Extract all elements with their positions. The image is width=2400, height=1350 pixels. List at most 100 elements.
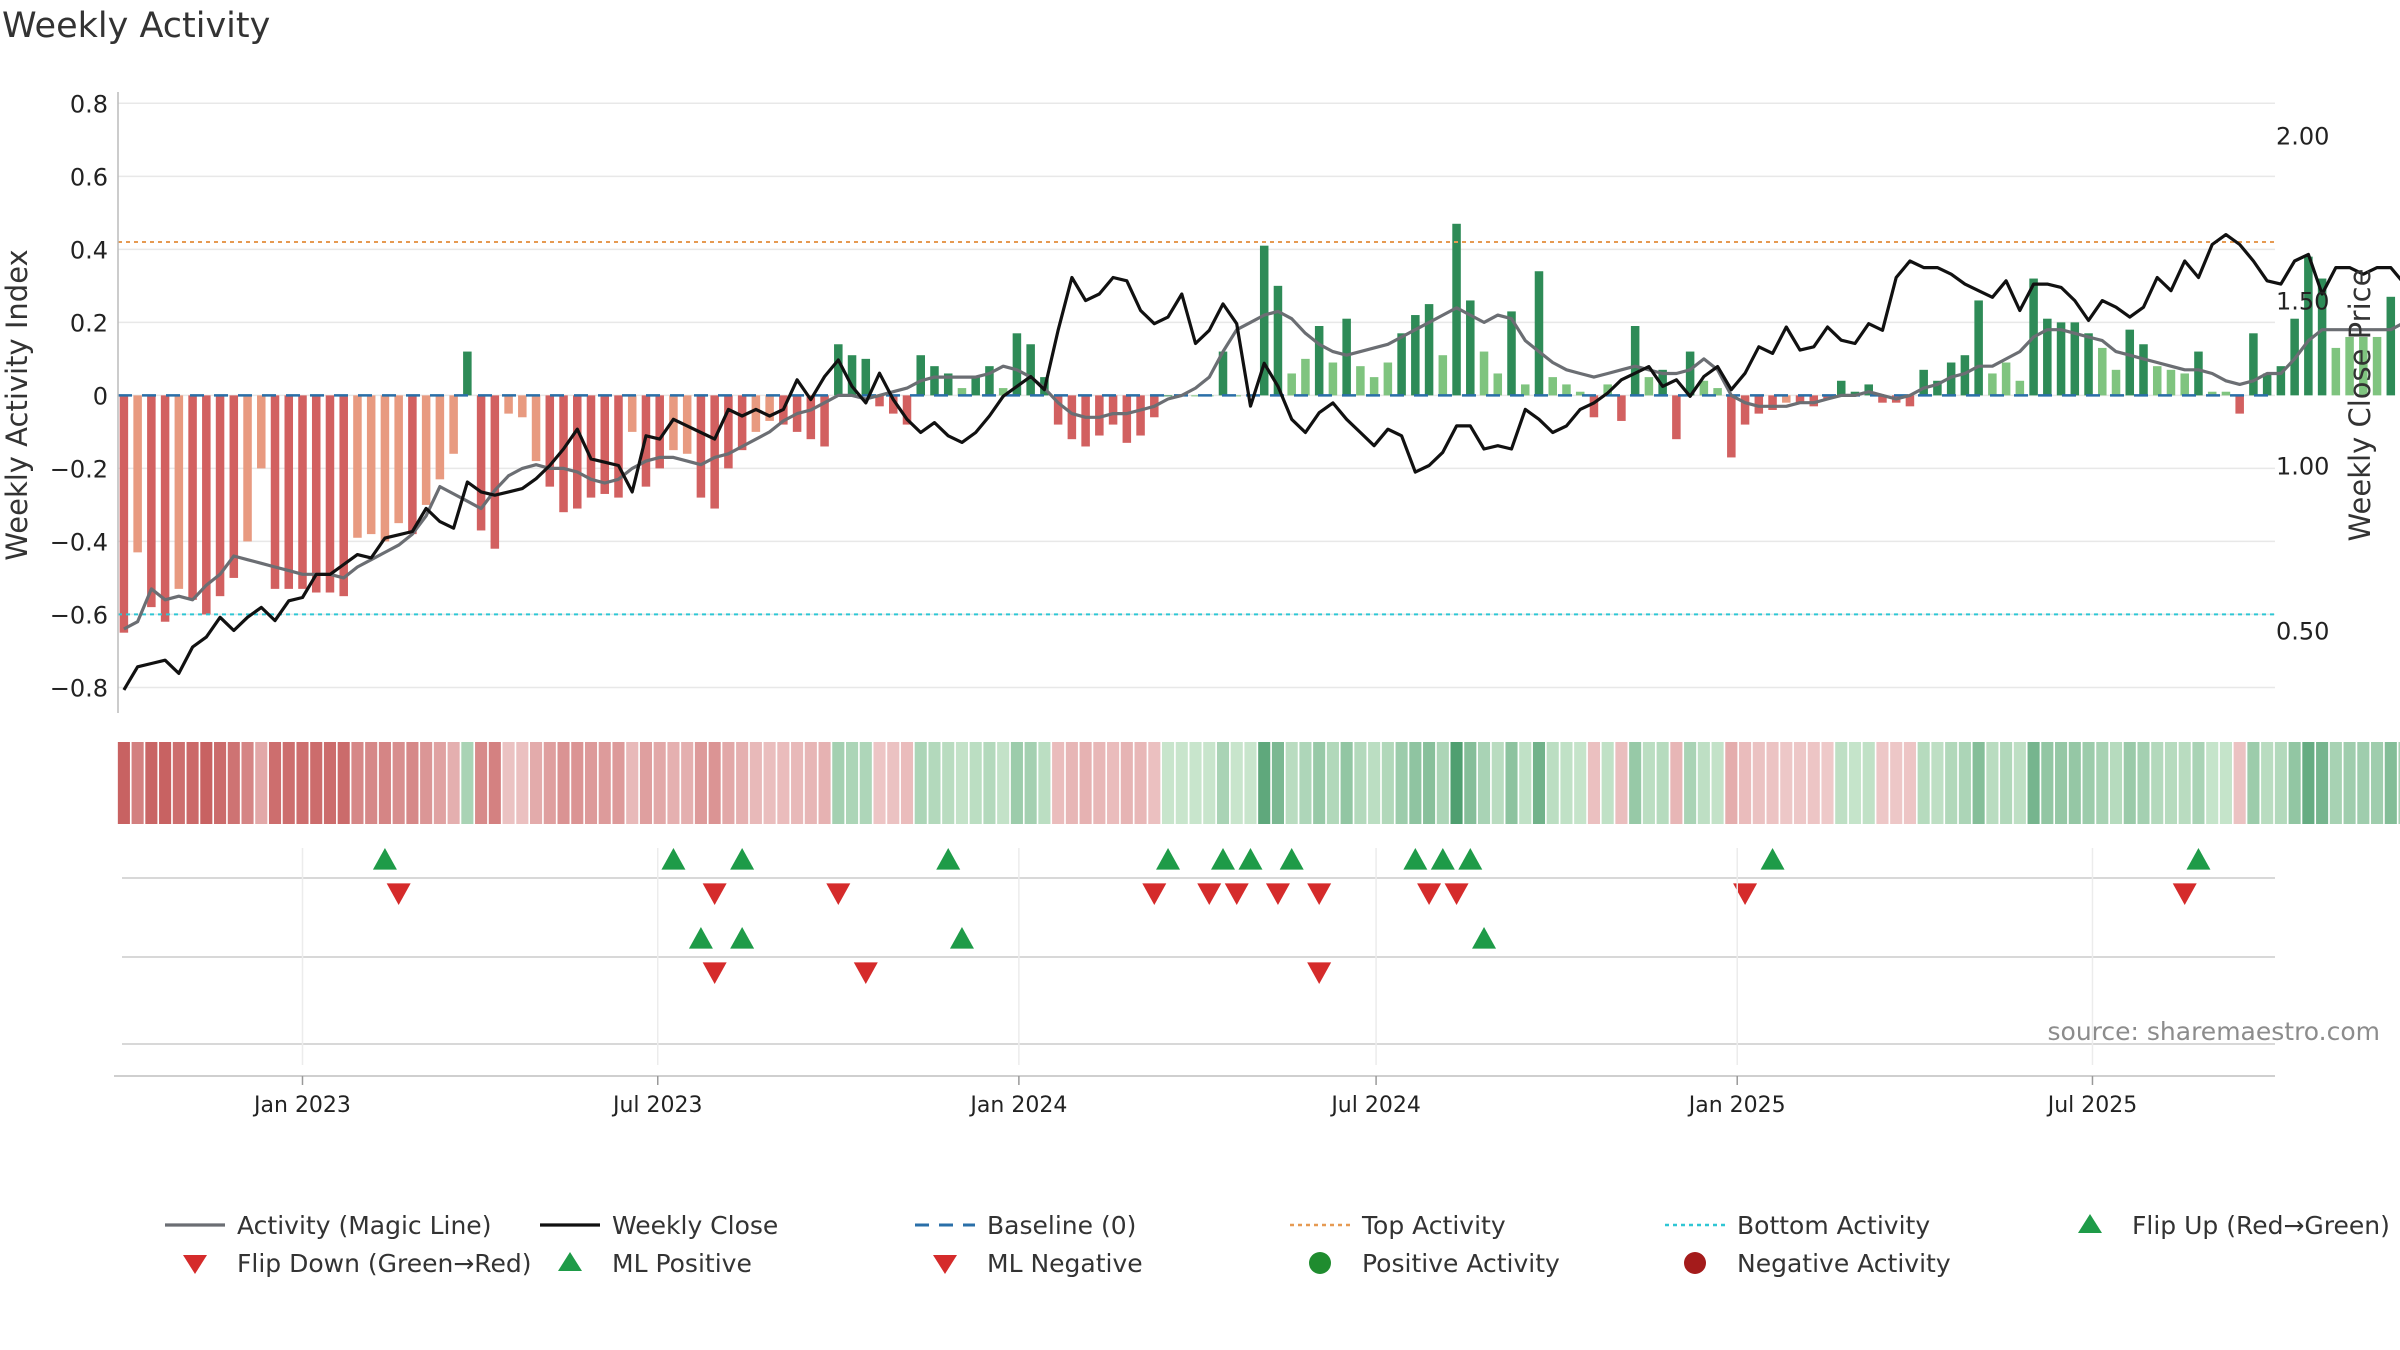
activity-bar	[2001, 362, 2011, 396]
activity-bar	[243, 395, 252, 542]
y-tick-label: −0.2	[50, 455, 108, 483]
activity-bar	[1878, 395, 1887, 403]
activity-bar	[1232, 395, 1241, 397]
heat-cell	[1120, 742, 1133, 824]
legend-item: Positive Activity	[1309, 1249, 1560, 1278]
activity-bar	[1342, 318, 1351, 396]
ml-positive-marker	[949, 927, 974, 949]
heat-cell	[1216, 742, 1230, 824]
y-axis-label: Weekly Activity Index	[0, 249, 34, 560]
activity-bar	[2098, 347, 2107, 396]
activity-bar	[1273, 285, 1283, 396]
heat-cell	[2000, 742, 2013, 824]
heat-cell	[1065, 742, 1078, 824]
heat-cell	[117, 742, 130, 824]
heat-cell	[1505, 742, 1518, 824]
heat-cell	[1766, 742, 1779, 824]
heat-cell	[1354, 742, 1367, 824]
activity-bar	[147, 395, 156, 608]
activity-bar	[1754, 395, 1764, 414]
activity-bar	[1850, 391, 1860, 396]
x-tick-label: Jan 2023	[252, 1093, 351, 1118]
activity-bar	[2166, 369, 2176, 396]
flip-down-marker	[2172, 883, 2197, 905]
heat-cell	[159, 742, 172, 824]
heat-cell	[1423, 742, 1436, 824]
axes: 0.8 0.6 0.4 0.2 0 −0.2 −0.4 −0.6 −0.8 2.00 1.50 1.0…	[0, 90, 2377, 713]
heat-cell	[1148, 742, 1161, 824]
activity-bar	[573, 395, 582, 509]
activity-bar	[2276, 366, 2286, 396]
flip-down-marker	[1733, 883, 1758, 905]
activity-bar	[1795, 395, 1805, 403]
activity-bar	[1163, 395, 1173, 397]
heat-cell	[1491, 742, 1504, 824]
activity-bar	[1617, 395, 1626, 421]
flip-up-marker	[2186, 848, 2211, 870]
legend-item: ML Positive	[558, 1249, 752, 1278]
heat-cell	[942, 742, 955, 824]
heat-cell	[461, 742, 474, 824]
heat-cell	[557, 742, 570, 824]
heat-cell	[241, 742, 254, 824]
flip-down-marker	[702, 883, 727, 905]
heat-cell	[2329, 742, 2342, 824]
activity-bar	[2386, 296, 2396, 396]
heat-cell	[873, 742, 886, 824]
activity-bar	[1713, 388, 1722, 396]
heat-cell	[1175, 742, 1188, 824]
heat-cell	[1972, 742, 1985, 824]
heat-cell	[1024, 742, 1037, 824]
heat-cell	[1739, 742, 1752, 824]
activity-bar	[215, 395, 225, 597]
heat-cell	[2164, 742, 2178, 824]
heat-cell	[337, 742, 350, 824]
heat-cell	[516, 742, 529, 824]
legend-swatch-triangle-up	[558, 1252, 582, 1271]
activity-bar	[270, 395, 280, 589]
heat-cell	[846, 742, 859, 824]
grid-lines	[118, 102, 2275, 689]
activity-bar	[2235, 395, 2244, 414]
activity-bar	[765, 395, 774, 421]
heat-cell	[1574, 742, 1587, 824]
ml-negative-marker	[1307, 962, 1332, 984]
y2-axis-label: Weekly Close Price	[2343, 269, 2377, 542]
activity-bar	[710, 395, 719, 509]
activity-bar	[394, 395, 403, 524]
flip-up-marker	[1760, 848, 1785, 870]
activity-bar	[380, 395, 390, 542]
activity-bar	[311, 395, 321, 593]
activity-bar	[325, 395, 335, 593]
activity-bar	[1493, 373, 1503, 396]
activity-bar	[820, 395, 829, 447]
activity-bar	[408, 395, 417, 535]
legend-label: ML Positive	[612, 1249, 752, 1278]
heat-cell	[2137, 742, 2150, 824]
activity-bar	[2152, 366, 2162, 396]
legend: Activity (Magic Line) Weekly Close Baselin…	[165, 1211, 2390, 1278]
activity-bar	[339, 395, 348, 597]
activity-bar	[916, 355, 926, 396]
heat-cell	[186, 742, 199, 824]
heat-cell	[1807, 742, 1820, 824]
activity-bar	[1369, 377, 1379, 396]
heat-cell	[1230, 742, 1243, 824]
legend-item: Negative Activity	[1684, 1249, 1951, 1278]
activity-bar	[1864, 384, 1873, 396]
heat-cell	[653, 742, 666, 824]
legend-item: Top Activity	[1290, 1211, 1506, 1240]
heat-cell	[818, 742, 831, 824]
heat-cell	[1656, 742, 1669, 824]
heat-cell	[1945, 742, 1958, 824]
heat-cell	[1835, 742, 1848, 824]
heat-cell	[420, 742, 433, 824]
flip-up-marker	[1403, 848, 1428, 870]
activity-bar	[2139, 344, 2148, 396]
activity-bar	[2372, 336, 2382, 396]
activity-bar	[998, 388, 1008, 396]
heat-cell	[282, 742, 295, 824]
legend-item: ML Negative	[933, 1249, 1143, 1278]
flip-up-marker	[730, 848, 755, 870]
legend-item: Baseline (0)	[915, 1211, 1136, 1240]
